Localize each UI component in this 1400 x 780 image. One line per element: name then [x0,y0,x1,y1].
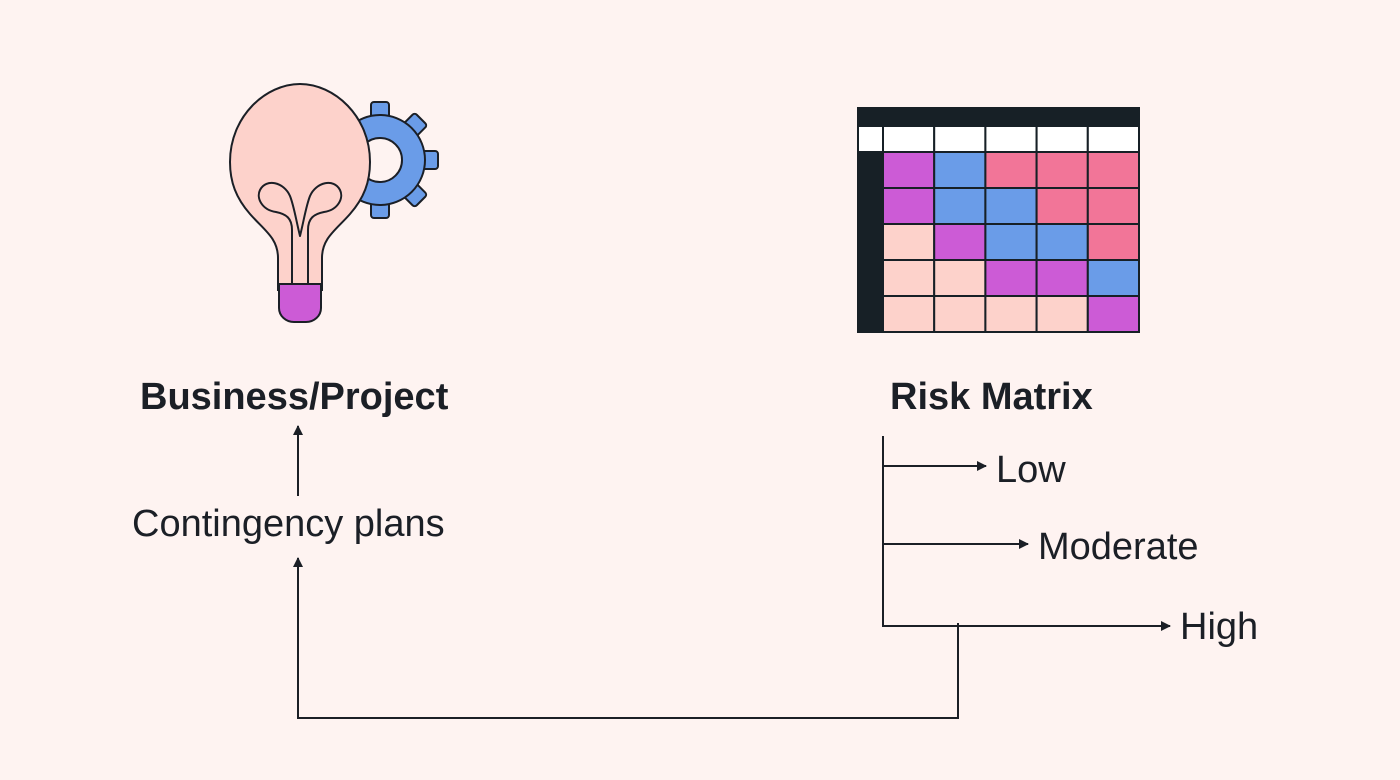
arrow-high-to-contingency [293,557,959,719]
matrix-cell [882,259,936,297]
matrix-cell [1035,259,1089,297]
lightbulb-with-gear-icon [228,82,439,323]
matrix-header-cell [933,125,987,153]
risk-levels-connector [882,436,1171,631]
matrix-cell [1086,151,1141,189]
matrix-header-cell [1035,125,1089,153]
matrix-header-cell [984,125,1038,153]
matrix-cell [1035,151,1089,189]
matrix-corner-cell [857,125,884,153]
matrix-cell [984,223,1038,261]
business-project-label: Business/Project [140,376,449,418]
matrix-cell [933,151,987,189]
matrix-cell [984,187,1038,225]
matrix-header-cell [882,125,936,153]
matrix-cell [933,295,987,333]
risk-matrix-grid-icon [857,107,1141,333]
matrix-cell [933,259,987,297]
matrix-cell [882,223,936,261]
contingency-plans-label: Contingency plans [132,503,445,545]
matrix-cell [984,295,1038,333]
matrix-cell [1086,295,1141,333]
matrix-cell [984,151,1038,189]
lightbulb-icon [228,82,372,323]
matrix-cell [933,223,987,261]
matrix-cell [882,187,936,225]
matrix-cell [1086,259,1141,297]
level-low-label: Low [996,449,1066,491]
matrix-cell [882,295,936,333]
matrix-cell [984,259,1038,297]
matrix-header-cell [1086,125,1141,153]
matrix-cell [1086,223,1141,261]
risk-matrix-label: Risk Matrix [890,376,1093,418]
level-moderate-label: Moderate [1038,526,1199,568]
matrix-cell [1086,187,1141,225]
matrix-cell [882,151,936,189]
level-high-label: High [1180,606,1259,648]
matrix-cell [933,187,987,225]
matrix-cell [1035,187,1089,225]
matrix-cell [1035,223,1089,261]
matrix-cell [1035,295,1089,333]
